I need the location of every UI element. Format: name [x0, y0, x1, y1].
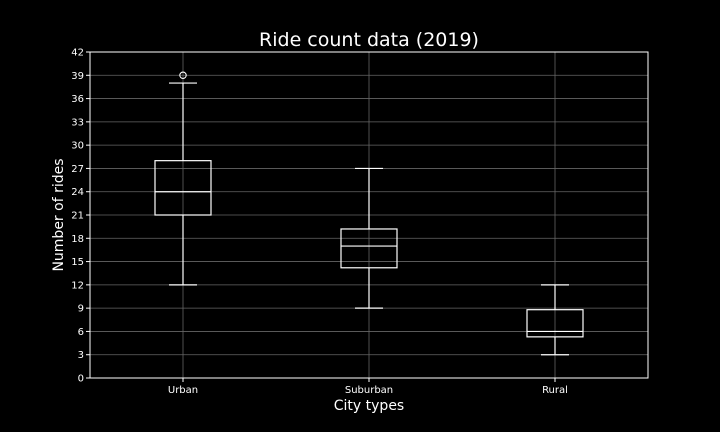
x-axis-label: City types — [334, 398, 404, 414]
plot-frame — [89, 51, 649, 379]
outlier-point — [179, 71, 187, 80]
y-tick-label: 24 — [71, 187, 84, 198]
y-tick-label: 36 — [71, 94, 84, 105]
y-tick-label: 30 — [71, 141, 84, 152]
y-tick-label: 12 — [71, 280, 84, 291]
iqr-box — [340, 228, 398, 269]
y-tick-label: 6 — [78, 327, 84, 338]
y-tick-label: 9 — [78, 304, 84, 315]
y-tick-label: 15 — [71, 257, 84, 268]
y-tick-label: 18 — [71, 234, 84, 245]
y-tick-label: 0 — [78, 374, 84, 385]
box-suburban — [340, 167, 398, 309]
y-axis-label: Number of rides — [51, 158, 67, 271]
y-tick-label: 21 — [71, 211, 84, 222]
iqr-box — [526, 309, 584, 338]
box-rural — [526, 284, 584, 356]
box-layer — [154, 71, 584, 356]
x-tick-layer: Urban Suburban Rural — [168, 378, 568, 396]
iqr-box — [154, 160, 212, 216]
x-tick-label: Urban — [168, 385, 198, 396]
chart-title: Ride count data (2019) — [259, 29, 479, 51]
y-tick-label: 42 — [71, 48, 84, 59]
y-tick-label: 27 — [71, 164, 84, 175]
y-tick-label: 3 — [78, 350, 84, 361]
box-urban — [154, 71, 212, 286]
y-tick-label: 33 — [71, 117, 84, 128]
x-tick-label: Rural — [542, 385, 568, 396]
x-tick-label: Suburban — [345, 385, 393, 396]
y-tick-label: 39 — [71, 71, 84, 82]
